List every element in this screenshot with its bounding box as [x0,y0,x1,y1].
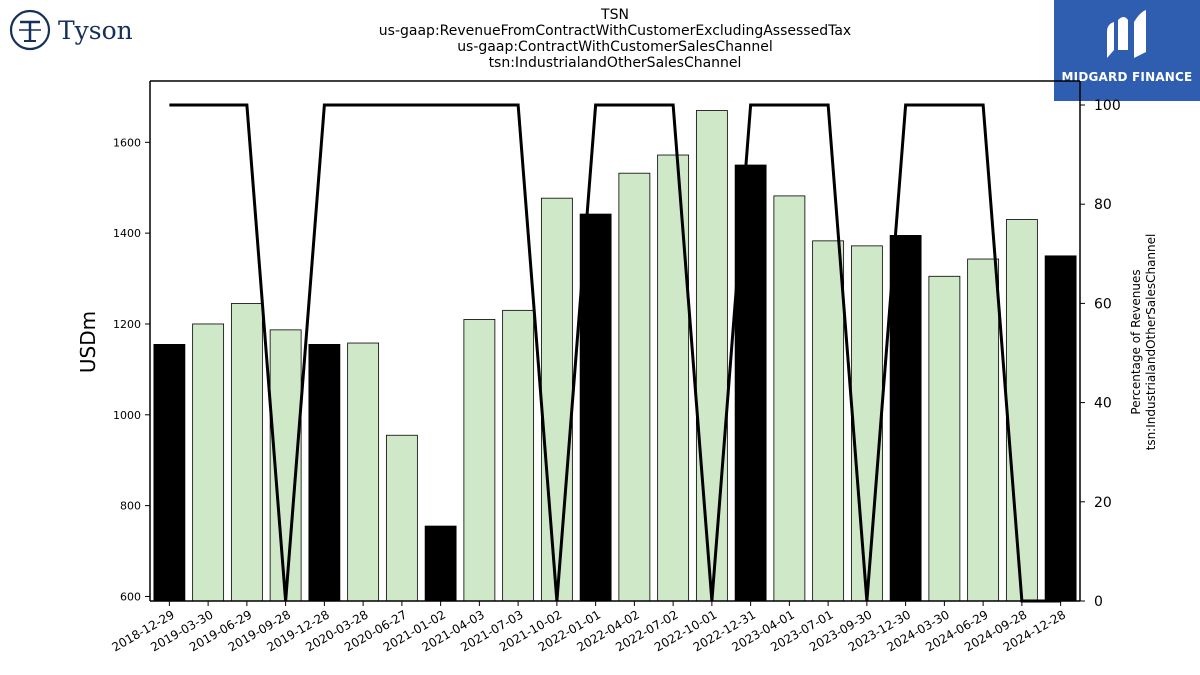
y-tick-label: 1400 [113,227,141,240]
chart-title-line-4: tsn:IndustrialandOtherSalesChannel [488,55,742,71]
bar-2020-06-27 [385,434,418,602]
bar-2022-01-01 [579,213,612,602]
chart-title-line-1: TSN [601,7,629,23]
chart-title-line-3: us-gaap:ContractWithCustomerSalesChannel [457,39,773,55]
bar-2021-07-03 [502,309,535,602]
bar-2023-07-01 [812,240,845,602]
bar-2019-06-29 [230,303,263,602]
bar-2021-10-02 [540,197,573,602]
secondary-y-tick-label: 100 [1094,98,1121,114]
bar-2023-09-30 [850,245,883,602]
percentage-line [169,103,1061,603]
bar-2022-04-02 [618,172,651,602]
secondary-y-tick-label: 80 [1094,197,1112,213]
bar-2024-09-28 [1005,219,1038,602]
midgard-m-icon [1107,10,1146,58]
secondary-y-tick-label: 40 [1094,396,1112,412]
y-tick-label: 1600 [113,136,141,149]
bar-2022-10-01 [695,110,728,602]
secondary-y-tick-label: 0 [1094,594,1103,610]
bar-2019-12-28 [308,344,341,602]
tyson-logo-text: Tyson [58,15,133,45]
bar-2023-04-01 [773,195,806,602]
y-tick-label: 1000 [113,409,141,422]
tyson-emblem-icon [9,9,51,51]
bar-2024-03-30 [928,275,961,602]
bar-2023-12-30 [889,235,922,602]
bar-2024-12-28 [1044,255,1077,602]
tyson-logo: Tyson [8,8,133,52]
bar-2024-06-29 [967,258,1000,602]
bar-2021-01-02 [424,525,457,602]
y-axis-label: USDm [76,311,100,373]
chart-title-line-2: us-gaap:RevenueFromContractWithCustomerE… [378,23,852,39]
bar-2021-04-03 [463,319,496,602]
bar-2020-03-28 [347,342,380,602]
midgard-brand-text: MIDGARD FINANCE [1061,70,1193,84]
bar-2019-03-30 [192,323,225,602]
midgard-finance-logo: MIDGARD FINANCE [1054,0,1200,101]
bar-2018-12-29 [153,344,186,602]
secondary-y-axis-label-line-2: tsn:IndustrialandOtherSalesChannel [1144,234,1158,451]
y-tick-label: 1200 [113,318,141,331]
secondary-y-tick-label: 60 [1094,296,1112,312]
y-tick-label: 600 [120,590,141,603]
y-tick-label: 800 [120,500,141,513]
bar-2022-07-02 [657,154,690,602]
secondary-y-tick-label: 20 [1094,495,1112,511]
secondary-y-axis-label-line-1: Percentage of Revenues [1129,269,1143,414]
